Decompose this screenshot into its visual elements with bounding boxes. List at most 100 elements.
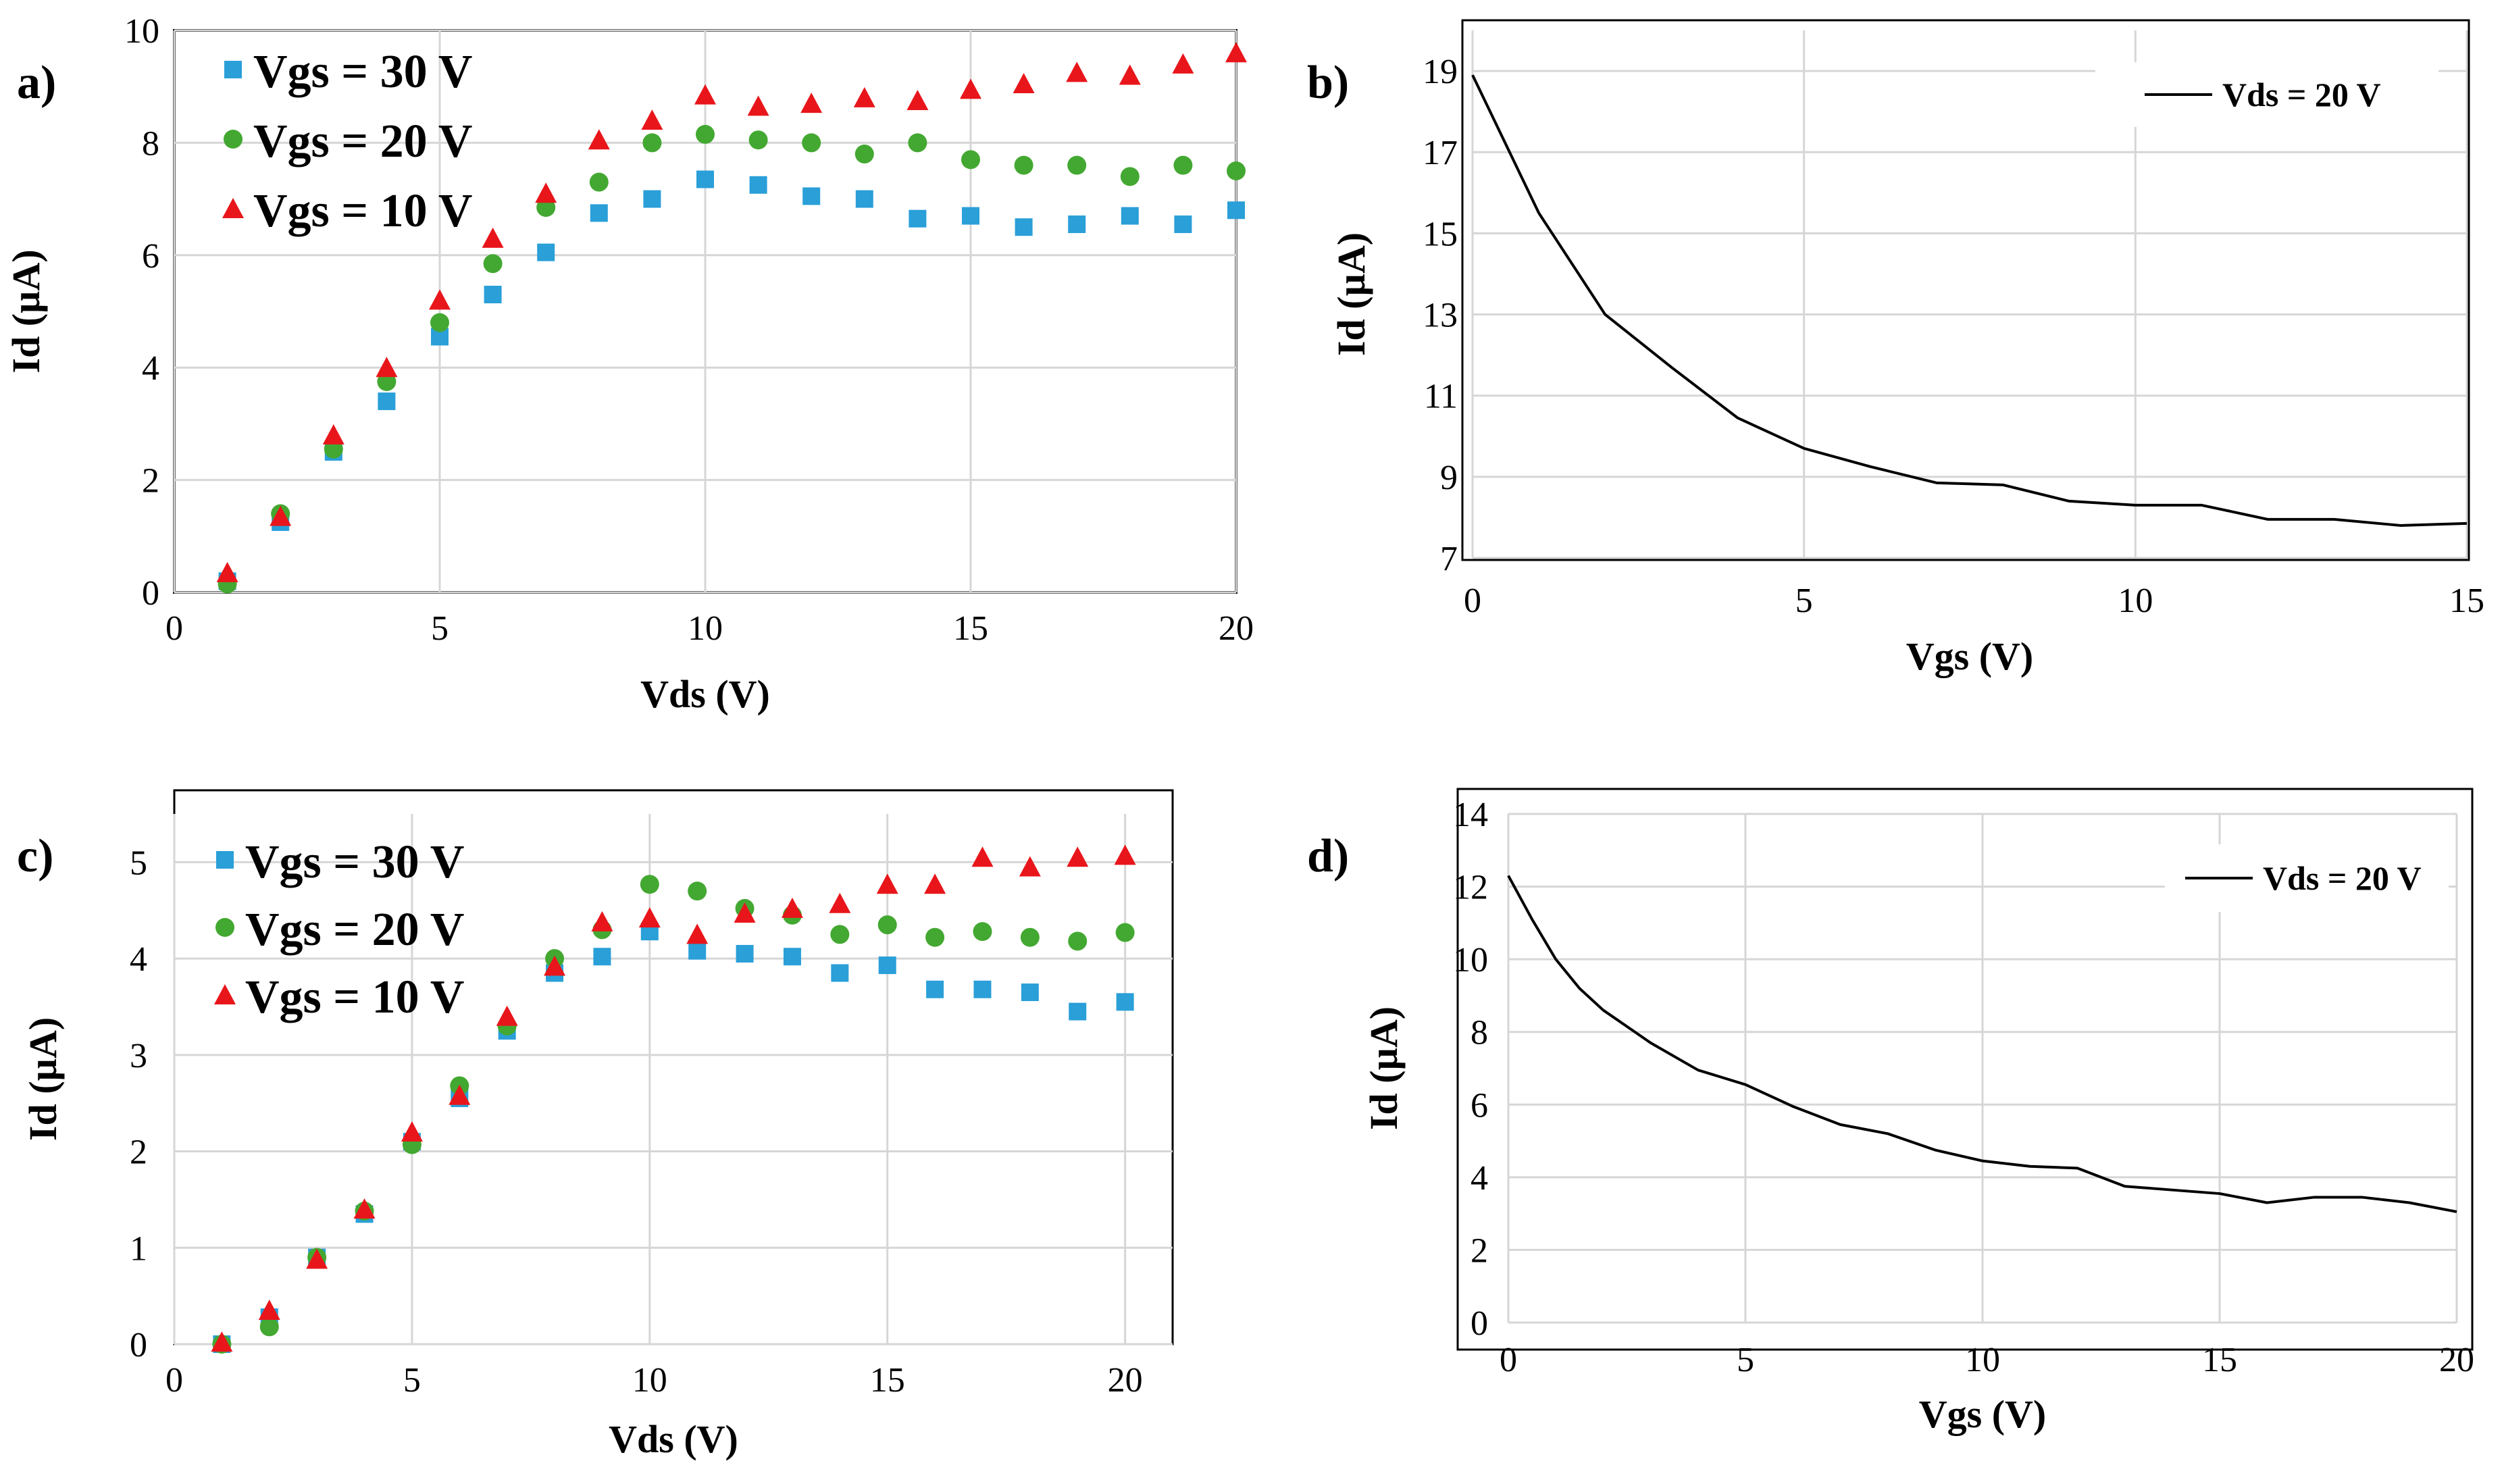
data-point xyxy=(482,227,504,248)
data-point xyxy=(484,286,502,304)
data-point xyxy=(830,925,850,944)
y-tick-label: 6 xyxy=(142,237,159,276)
x-tick-label: 10 xyxy=(688,609,723,648)
x-tick-label: 20 xyxy=(2439,1341,2474,1379)
data-point xyxy=(688,881,707,901)
panel-label: b) xyxy=(1307,57,1349,109)
data-point xyxy=(322,424,344,445)
y-tick-label: 10 xyxy=(1453,941,1488,979)
data-point xyxy=(734,902,756,923)
legend-marker xyxy=(216,851,234,869)
legend-entry: Vds = 20 V xyxy=(2263,859,2422,897)
plot-frame xyxy=(1461,19,2470,561)
y-axis-label: Id (µA) xyxy=(1329,232,1373,356)
x-tick-label: 0 xyxy=(1500,1341,1517,1379)
x-tick-label: 10 xyxy=(1965,1341,2000,1379)
data-point xyxy=(854,145,874,164)
legend-entry: Vgs = 20 V xyxy=(253,116,472,168)
data-point xyxy=(909,209,927,228)
x-tick-label: 5 xyxy=(431,609,449,648)
x-tick-label: 15 xyxy=(2202,1341,2237,1379)
data-point xyxy=(642,133,662,153)
data-point xyxy=(802,133,821,153)
data-point xyxy=(643,190,661,208)
data-point xyxy=(783,948,801,966)
y-tick-label: 4 xyxy=(1471,1159,1488,1198)
legend: Vgs = 30 V Vgs = 20 V Vgs = 10 V xyxy=(222,46,472,237)
legend-entry: Vgs = 30 V xyxy=(253,46,472,98)
data-point xyxy=(378,392,396,411)
data-point xyxy=(588,129,610,150)
plot-frame xyxy=(1456,788,2474,1351)
data-point xyxy=(589,172,609,192)
x-tick-label: 10 xyxy=(2118,582,2153,620)
data-point xyxy=(971,846,994,867)
data-point xyxy=(376,357,398,378)
data-point xyxy=(925,927,945,947)
y-tick-label: 0 xyxy=(130,1326,147,1364)
y-axis-label: Id (µA) xyxy=(1362,1006,1406,1130)
data-point xyxy=(1019,856,1041,877)
data-point xyxy=(962,207,979,225)
data-point xyxy=(855,190,873,208)
data-point xyxy=(1067,846,1089,867)
data-point xyxy=(696,124,715,144)
data-point xyxy=(906,90,929,110)
series-triangle xyxy=(211,844,1136,1352)
panel-label: a) xyxy=(17,57,56,109)
data-point xyxy=(1068,215,1086,234)
legend-marker xyxy=(222,198,244,218)
legend-entry: Vgs = 20 V xyxy=(245,904,464,956)
data-point xyxy=(401,1121,423,1142)
data-point xyxy=(926,980,944,998)
data-point xyxy=(877,915,897,935)
data-point xyxy=(736,944,754,963)
data-point xyxy=(831,964,849,982)
chart-panel-b: 0 5 10 15 7 9 11 13 15 17 19 Vgs (V) Id (µA) b) Vds = … xyxy=(1307,19,2484,678)
data-point xyxy=(1172,53,1194,74)
data-point xyxy=(781,897,803,918)
data-point xyxy=(1116,993,1134,1011)
data-point xyxy=(686,923,709,944)
data-point xyxy=(1066,61,1088,82)
x-tick-label: 0 xyxy=(165,609,183,648)
data-point xyxy=(496,1005,518,1026)
x-tick-label: 20 xyxy=(1219,609,1254,648)
chart-panel-c: 0 5 10 15 20 0 1 2 3 4 5 Vds (V) Id (µA) c) Vgs = 30 V… xyxy=(17,789,1174,1461)
data-point xyxy=(694,84,716,105)
data-point xyxy=(853,86,875,107)
data-point xyxy=(1115,923,1135,942)
x-axis-label: Vgs (V) xyxy=(1906,634,2033,678)
legend: Vgs = 30 V Vgs = 20 V Vgs = 10 V xyxy=(214,836,464,1023)
data-point xyxy=(353,1198,376,1219)
y-tick-label: 4 xyxy=(142,349,159,388)
x-tick-label: 15 xyxy=(870,1361,905,1400)
chart-panel-d: 0 5 10 15 20 0 2 4 6 8 10 12 14 Vgs (V) Id (µA) d) Vds =… xyxy=(1307,788,2474,1436)
data-point xyxy=(1013,73,1035,94)
data-point xyxy=(688,942,707,960)
panel-label: d) xyxy=(1307,830,1349,882)
x-axis-label: Vds (V) xyxy=(609,1417,738,1461)
data-point xyxy=(483,254,503,274)
data-point xyxy=(211,1331,233,1352)
data-point xyxy=(1015,218,1033,236)
data-point xyxy=(1114,844,1136,865)
legend-entry: Vgs = 10 V xyxy=(253,185,472,237)
data-point xyxy=(1068,931,1088,951)
y-tick-label: 9 xyxy=(1440,459,1458,497)
x-tick-label: 0 xyxy=(165,1361,183,1400)
x-tick-label: 0 xyxy=(1464,582,1481,620)
y-tick-label: 7 xyxy=(1440,540,1458,578)
data-point xyxy=(696,170,714,188)
data-point xyxy=(306,1248,328,1269)
y-tick-label: 4 xyxy=(130,940,147,979)
data-point xyxy=(1227,161,1246,180)
data-point xyxy=(1020,927,1040,947)
data-point xyxy=(1069,1002,1087,1021)
data-point xyxy=(429,289,451,310)
data-point xyxy=(641,109,663,130)
legend: Vds = 20 V xyxy=(2095,62,2438,127)
data-point xyxy=(590,204,608,222)
y-tick-label: 11 xyxy=(1424,378,1458,416)
x-tick-label: 5 xyxy=(1795,582,1813,620)
